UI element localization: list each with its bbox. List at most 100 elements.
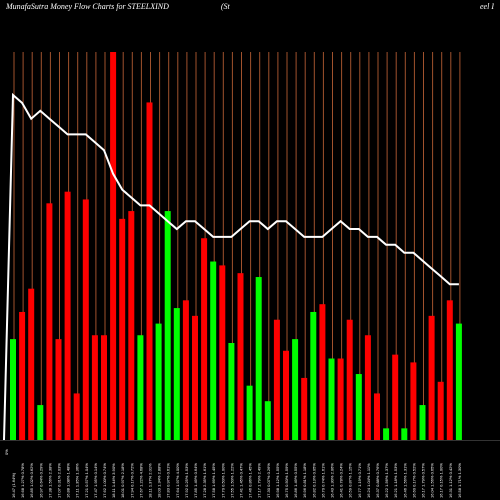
bar [91,335,98,440]
x-tick-label: 16.98 1.12% 1.55% [275,463,280,498]
bar [383,428,390,440]
x-tick-label: 18.11 1.44% 3.90% [111,463,116,498]
bar [446,300,453,440]
x-tick-label: 16.37 0.88% 0.76% [375,463,380,498]
x-tick-label: 16.31 1.12% 0.42% [448,463,453,498]
bar [19,311,26,440]
x-tick-label: 16.59 0.87% 1.15% [348,463,353,498]
chart-title-main: MunafaSutra Money Flow Charts for STEELX… [6,2,169,11]
bar [355,374,362,440]
x-tick-label: 17.64 1.97% 4.00% [175,463,180,498]
x-tick-label: 16.24 1.04% 1.11% [366,463,371,498]
bar [82,199,89,440]
bar [328,358,335,440]
x-tick-label: 17.46 0.86% 1.45% [248,463,253,498]
bar [173,308,180,440]
bar [210,261,217,440]
bar [192,315,198,440]
bar [319,304,326,440]
bar [410,362,417,440]
x-tick-label: 17.38 1.56% 2.38% [47,463,52,498]
money-flow-line [3,92,459,441]
bar [364,335,371,440]
x-tick-label: 16.86 1.49% 0.55% [293,463,298,498]
bar [28,288,35,440]
x-tick-label: 16.85 1.02% 0.62% [29,463,34,498]
x-tick-label: 16.58 1.71% 1.30% [457,463,462,498]
bar [255,277,262,440]
x-tick-label: 16.17 1.79% 0.57% [421,463,426,498]
chart-title-right: (St [220,2,230,11]
bar [428,315,435,440]
x-tick-label: 16.43 1.30% 2.06% [330,463,335,498]
bar [137,335,144,440]
bar [155,323,162,440]
x-tick-label: 16.17 0.15% 1.00% [439,463,444,498]
x-tick-label: 17.83 0.97% 0.61% [166,463,171,498]
bar [201,238,208,440]
x-tick-label: 17.17 1.79% 2.49% [257,463,262,498]
x-tick-label: 17.28 2.35% 1.61% [202,463,207,498]
bar [419,405,426,440]
bar [392,354,399,440]
x-tick-label: 17.21 0.57% 1.04% [84,463,89,498]
bar [10,339,16,440]
x-tick-label: 18.11 1.37% 2.01% [148,463,153,498]
bar [228,343,235,440]
x-tick-label: 18.01 0.97% 2.18% [120,463,125,498]
bar [264,401,271,440]
bar [374,393,380,440]
x-tick-label: 16.70 0.74% 1.61% [320,463,325,498]
x-tick-label: 17.30 0.07% 0.26% [266,463,271,498]
x-tick-label: 17.67 1.22% 4.68% [138,463,143,498]
x-tick-label: 16.41 0.78% 0.24% [339,463,344,498]
bar [337,358,344,440]
x-tick-label: 16.75 0.50% 1.59% [284,463,289,498]
bar [164,211,171,440]
x-tick-label: 18.03 1.34% 2.88% [157,463,162,498]
bar [128,211,135,440]
bar [292,339,299,440]
bar [182,300,189,440]
chart-title-far-right: eel I [480,2,494,11]
bar [46,203,53,440]
bar [110,52,117,440]
x-tick-label: 17.62 1.00% 0.74% [102,463,107,498]
x-tick-label: 16.04 1.56% 0.65% [430,463,435,498]
x-tick-label: 16.77 1.19% 0.71% [357,463,362,498]
x-tick-label: 16.60 0.17% 0.52% [411,463,416,498]
bar [73,393,80,440]
bar [64,191,71,440]
left-label: 0% [4,449,9,455]
bar [119,218,126,440]
bar [455,323,462,440]
x-tick-label: 16.47 (1.64%) [11,472,16,498]
bar [273,319,280,440]
bar [146,102,153,440]
x-tick-label: 17.92 0.25% 1.53% [184,463,189,498]
x-tick-label: 17.07 0.31% 2.03% [57,463,62,498]
x-tick-label: 16.96 0.81% 1.18% [302,463,307,498]
x-tick-label: 16.97 0.64% 0.29% [38,463,43,498]
bar [101,335,107,440]
x-tick-label: 16.88 1.08% 1.48% [66,463,71,498]
bar [246,385,253,440]
bar [283,350,289,440]
x-tick-label: 16.46 1.56% 1.31% [402,463,407,498]
x-tick-label: 17.85 1.49% 0.64% [193,463,198,498]
x-tick-label: 17.41 1.45% 0.47% [239,463,244,498]
x-tick-label: 16.21 1.18% 1.53% [393,463,398,498]
x-tick-label: 16.68 1.27% 0.78% [20,463,25,498]
bar [55,339,62,440]
x-tick-label: 17.47 1.95% 0.14% [93,463,98,498]
bar [437,381,444,440]
bar [37,405,44,440]
bar [219,265,226,440]
x-tick-label: 17.58 1.69% 1.45% [211,463,216,498]
bar [237,273,244,440]
bar [401,428,408,440]
bar [301,377,308,440]
x-tick-label: 16.82 0.13% 0.05% [311,463,316,498]
bar [310,311,317,440]
